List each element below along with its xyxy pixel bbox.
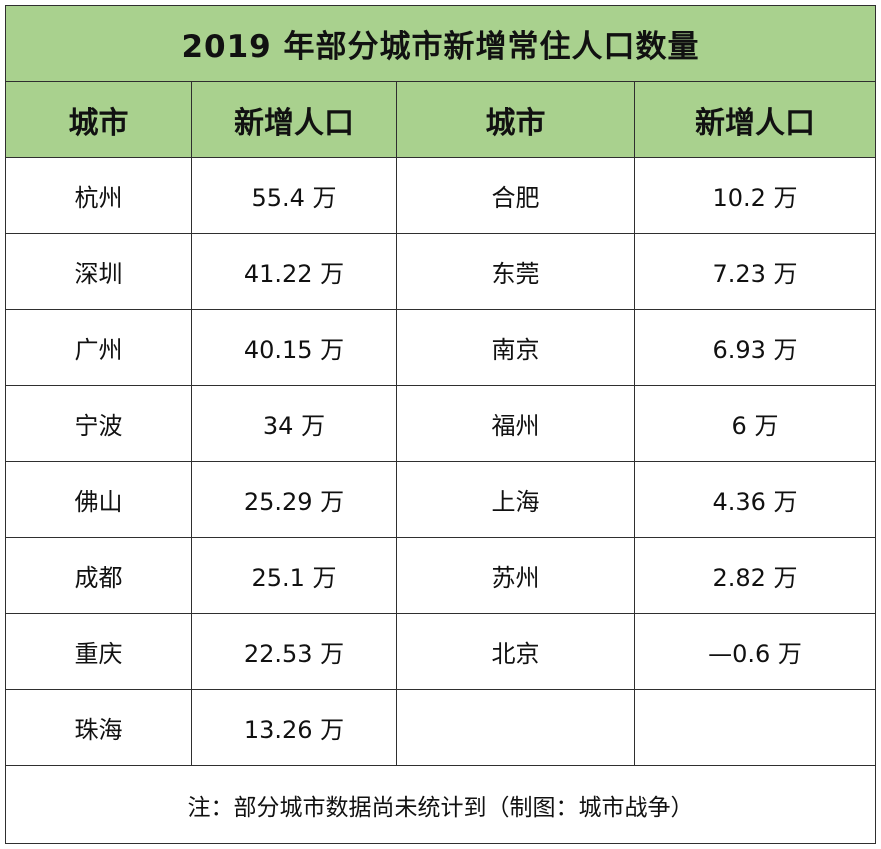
city-cell: 北京	[396, 613, 635, 690]
city-cell: 重庆	[5, 613, 192, 690]
city-cell: 南京	[396, 309, 635, 386]
city-cell: 深圳	[5, 233, 192, 310]
city-cell: 杭州	[5, 157, 192, 234]
city-cell	[396, 689, 635, 766]
population-table: 2019 年部分城市新增常住人口数量 城市 新增人口 城市 新增人口 杭州 55…	[4, 5, 877, 844]
city-cell: 宁波	[5, 385, 192, 462]
value-cell: —0.6 万	[633, 613, 877, 690]
value-cell: 7.23 万	[633, 233, 877, 310]
value-cell: 10.2 万	[633, 157, 877, 234]
value-cell: 22.53 万	[191, 613, 397, 690]
value-cell: 6 万	[633, 385, 877, 462]
table-row: 深圳 41.22 万 东莞 7.23 万	[5, 233, 877, 310]
header-city-left: 城市	[5, 81, 192, 158]
table-row: 宁波 34 万 福州 6 万	[5, 385, 877, 462]
city-cell: 成都	[5, 537, 192, 614]
city-cell: 珠海	[5, 689, 192, 766]
table-row: 成都 25.1 万 苏州 2.82 万	[5, 537, 877, 614]
city-cell: 合肥	[396, 157, 635, 234]
city-cell: 广州	[5, 309, 192, 386]
city-cell: 东莞	[396, 233, 635, 310]
value-cell: 41.22 万	[191, 233, 397, 310]
value-cell: 55.4 万	[191, 157, 397, 234]
value-cell: 4.36 万	[633, 461, 877, 538]
value-cell: 2.82 万	[633, 537, 877, 614]
header-value-right: 新增人口	[633, 81, 877, 158]
table-row: 杭州 55.4 万 合肥 10.2 万	[5, 157, 877, 234]
header-value-left: 新增人口	[191, 81, 397, 158]
value-cell: 40.15 万	[191, 309, 397, 386]
note-row: 注：部分城市数据尚未统计到（制图：城市战争）	[4, 765, 877, 844]
table-title: 2019 年部分城市新增常住人口数量	[4, 5, 877, 82]
header-city-right: 城市	[396, 81, 635, 158]
value-cell	[633, 689, 877, 766]
population-table-container: 2019 年部分城市新增常住人口数量 城市 新增人口 城市 新增人口 杭州 55…	[4, 5, 877, 844]
city-cell: 上海	[396, 461, 635, 538]
table-row: 珠海 13.26 万	[5, 689, 877, 766]
title-row: 2019 年部分城市新增常住人口数量	[4, 5, 877, 82]
value-cell: 34 万	[191, 385, 397, 462]
value-cell: 25.1 万	[191, 537, 397, 614]
city-cell: 佛山	[5, 461, 192, 538]
table-note: 注：部分城市数据尚未统计到（制图：城市战争）	[4, 765, 877, 844]
table-row: 佛山 25.29 万 上海 4.36 万	[5, 461, 877, 538]
value-cell: 25.29 万	[191, 461, 397, 538]
value-cell: 6.93 万	[633, 309, 877, 386]
value-cell: 13.26 万	[191, 689, 397, 766]
city-cell: 苏州	[396, 537, 635, 614]
table-row: 重庆 22.53 万 北京 —0.6 万	[5, 613, 877, 690]
table-row: 广州 40.15 万 南京 6.93 万	[5, 309, 877, 386]
header-row: 城市 新增人口 城市 新增人口	[5, 81, 877, 158]
city-cell: 福州	[396, 385, 635, 462]
